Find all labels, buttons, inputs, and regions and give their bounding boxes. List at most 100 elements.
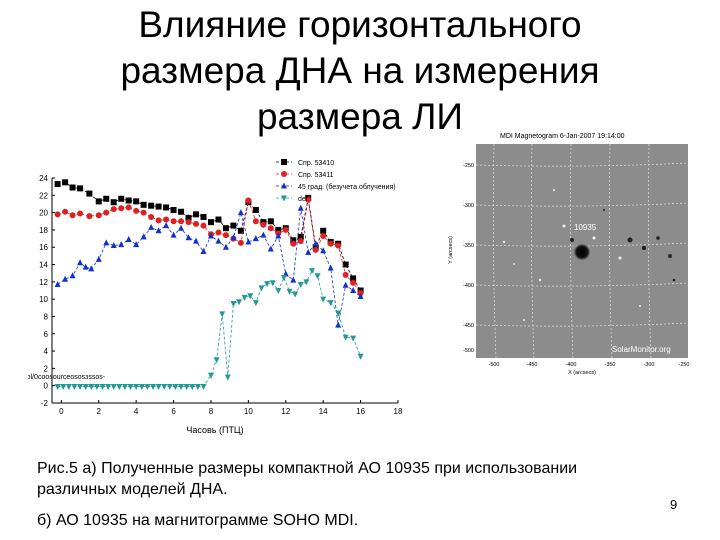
- data-point: [320, 247, 327, 254]
- data-point: [163, 204, 170, 211]
- data-point: [327, 264, 334, 271]
- x-tick-label: 4: [134, 407, 139, 416]
- mag-x-axis-label: X (arcsecs): [568, 370, 596, 376]
- data-point: [280, 275, 287, 282]
- data-point: [62, 179, 69, 186]
- data-point: [178, 218, 185, 225]
- x-tick-label: 16: [356, 407, 365, 416]
- data-point: [290, 237, 297, 244]
- data-point: [282, 226, 289, 233]
- data-point: [281, 159, 287, 165]
- data-point: [290, 276, 297, 283]
- data-point: [93, 384, 100, 391]
- data-point: [297, 233, 304, 240]
- data-point: [327, 300, 334, 307]
- mag-x-tick: -250: [678, 362, 689, 368]
- data-point: [200, 248, 207, 255]
- data-point: [308, 268, 315, 275]
- data-point: [140, 209, 147, 216]
- title-line: размера ЛИ: [256, 96, 464, 137]
- data-point: [54, 384, 61, 391]
- mag-x-tick: -450: [526, 362, 537, 368]
- mag-y-tick: -450: [463, 323, 474, 329]
- data-point: [320, 296, 327, 303]
- y-tick-label: 20: [39, 209, 48, 218]
- data-point: [193, 220, 200, 227]
- legend-label: Спр. 53411: [298, 172, 334, 179]
- data-point: [86, 213, 93, 220]
- data-point: [172, 384, 179, 391]
- data-point: [121, 384, 128, 391]
- legend-label: 45 град. (безучета облучения): [298, 183, 396, 191]
- data-point: [230, 234, 237, 241]
- data-point: [54, 211, 61, 218]
- data-point: [69, 212, 76, 219]
- mag-x-tick: -300: [643, 362, 654, 368]
- y-tick-label: 12: [39, 278, 48, 287]
- data-point: [267, 218, 274, 225]
- data-point: [178, 208, 185, 215]
- data-point: [219, 311, 226, 318]
- data-point: [103, 195, 110, 202]
- data-point: [350, 335, 357, 342]
- data-point: [230, 222, 237, 229]
- data-point: [335, 310, 342, 317]
- data-point: [95, 255, 102, 262]
- data-point: [357, 293, 364, 300]
- series-1: [54, 196, 364, 297]
- data-point: [110, 199, 117, 206]
- data-point: [193, 237, 200, 244]
- data-point: [161, 384, 168, 391]
- magnetogram-title: MDI Magnetogram 6-Jan-2007 19:14:00: [500, 133, 625, 140]
- data-point: [305, 248, 312, 255]
- data-point: [125, 204, 132, 211]
- mag-x-tick: -350: [604, 362, 615, 368]
- y-tick-label: 16: [39, 243, 48, 252]
- mag-y-tick: -400: [463, 283, 474, 289]
- data-point: [312, 240, 319, 247]
- data-point: [110, 384, 117, 391]
- data-point: [342, 271, 349, 278]
- data-point: [207, 372, 214, 379]
- data-point: [148, 202, 155, 209]
- y-tick-label: 8: [44, 312, 49, 321]
- data-point: [163, 222, 170, 229]
- data-point: [236, 299, 243, 306]
- data-point: [213, 357, 220, 364]
- magnetogram-image: 10935 SolarMonitor.org -250 -300 -350 -4…: [448, 143, 690, 376]
- legend: Спр. 53410 Спр. 53411 45 град. (безучета о…: [276, 159, 396, 203]
- x-tick-label: 12: [281, 407, 290, 416]
- data-point: [320, 227, 327, 234]
- data-point: [88, 265, 95, 272]
- mag-y-tick: -250: [463, 163, 474, 169]
- figure-caption: Рис.5 а) Полученные размеры компактной А…: [37, 458, 667, 500]
- series-3: [54, 268, 364, 391]
- inline-label: Sol/0сооsourceоsоsзssоs-: [28, 374, 106, 381]
- data-point: [178, 384, 185, 391]
- data-point: [258, 285, 265, 292]
- data-point: [133, 198, 140, 205]
- data-point: [110, 242, 117, 248]
- data-point: [281, 195, 287, 202]
- data-point: [149, 384, 156, 391]
- data-point: [245, 197, 252, 204]
- data-point: [260, 221, 267, 228]
- data-point: [247, 293, 254, 300]
- data-point: [292, 291, 299, 298]
- data-point: [183, 384, 190, 391]
- data-point: [118, 241, 125, 248]
- data-point: [357, 353, 364, 360]
- data-point: [82, 263, 89, 270]
- data-point: [290, 240, 297, 247]
- data-point: [99, 384, 106, 391]
- data-point: [237, 227, 244, 234]
- data-point: [110, 206, 117, 213]
- x-tick-label: 0: [59, 407, 64, 416]
- y-tick-label: 4: [44, 347, 49, 356]
- x-tick-label: 8: [209, 407, 214, 416]
- data-point: [148, 223, 155, 230]
- data-point: [350, 287, 357, 293]
- data-point: [267, 225, 274, 232]
- data-point: [297, 204, 304, 211]
